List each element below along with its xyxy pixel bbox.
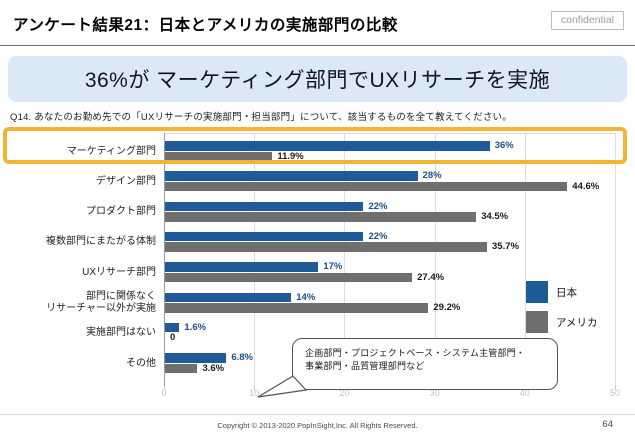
bar-アメリカ-0 bbox=[165, 151, 273, 161]
bar-アメリカ-7 bbox=[165, 363, 198, 374]
bar-value-label: 35.7% bbox=[492, 241, 519, 253]
category-label-line: デザイン部門 bbox=[96, 175, 156, 187]
legend-swatch-日本 bbox=[526, 281, 548, 303]
bar-value-label: 14% bbox=[296, 291, 316, 303]
bar-value-label: 22% bbox=[368, 200, 388, 212]
callout-bubble: 企画部門・プロジェクトベース・システム主管部門・ 事業部門・品質管理部門など bbox=[257, 338, 558, 398]
axis-tick-label-30: 30 bbox=[429, 388, 440, 398]
legend-label-日本: 日本 bbox=[556, 287, 577, 299]
bar-日本-4 bbox=[165, 262, 319, 272]
headline-banner: 36%が マーケティング部門でUXリサーチを実施 bbox=[8, 56, 627, 102]
bar-value-label: 34.5% bbox=[481, 211, 509, 223]
category-label: マーケティング部門 bbox=[0, 136, 156, 167]
bar-value-label: 3.6% bbox=[202, 362, 225, 374]
gridline-20 bbox=[344, 133, 346, 386]
footer-divider bbox=[0, 414, 635, 415]
bar-value-label: 28% bbox=[422, 170, 442, 182]
bar-value-label: 29.2% bbox=[433, 302, 461, 313]
bar-日本-3 bbox=[165, 231, 364, 242]
axis-tick-label-40: 40 bbox=[519, 388, 530, 398]
gridline-40 bbox=[524, 133, 526, 386]
category-label: 複数部門にまたがる体制 bbox=[0, 227, 156, 258]
bar-日本-2 bbox=[165, 201, 364, 212]
bar-chart: 企画部門・プロジェクトベース・システム主管部門・ 事業部門・品質管理部門など 0… bbox=[0, 127, 635, 400]
legend-swatch-アメリカ bbox=[526, 311, 548, 333]
category-label-line: 複数部門にまたがる体制 bbox=[46, 236, 156, 248]
bar-value-label: 11.9% bbox=[277, 150, 304, 162]
callout-tail-icon bbox=[257, 375, 307, 398]
category-label-line: その他 bbox=[126, 357, 156, 369]
bar-アメリカ-4 bbox=[165, 272, 413, 283]
axis-tick-label-0: 0 bbox=[161, 388, 167, 398]
page-number: 64 bbox=[602, 419, 613, 430]
bar-value-label: 36% bbox=[494, 140, 514, 151]
title-underline bbox=[0, 45, 635, 46]
bar-アメリカ-5 bbox=[165, 303, 429, 313]
bar-アメリカ-3 bbox=[165, 242, 487, 252]
category-label: UXリサーチ部門 bbox=[0, 257, 156, 288]
bar-value-label: 6.8% bbox=[231, 352, 253, 364]
bar-value-label: 0 bbox=[170, 332, 176, 344]
axis-tick-50 bbox=[615, 386, 616, 390]
bar-日本-7 bbox=[165, 353, 227, 363]
category-label-line: 実施部門はない bbox=[86, 327, 156, 339]
category-label-line: UXリサーチ部門 bbox=[82, 266, 156, 278]
headline-text: 36%が マーケティング部門でUXリサーチを実施 bbox=[84, 69, 551, 92]
callout-line1: 企画部門・プロジェクトベース・システム主管部門・ bbox=[305, 348, 526, 358]
page-title: アンケート結果21：日本とアメリカの実施部門の比較 bbox=[13, 17, 398, 34]
category-label-line: プロダクト部門 bbox=[86, 206, 156, 218]
confidential-badge: confidential bbox=[550, 11, 624, 30]
legend-label-アメリカ: アメリカ bbox=[556, 317, 598, 329]
category-label: 実施部門はない bbox=[0, 318, 156, 349]
bar-value-label: 1.6% bbox=[184, 321, 207, 333]
bar-value-label: 17% bbox=[323, 261, 343, 273]
axis-tick-label-20: 20 bbox=[339, 388, 350, 398]
y-axis-line bbox=[164, 133, 165, 386]
category-label-line: マーケティング部門 bbox=[66, 145, 156, 157]
axis-tick-label-50: 50 bbox=[609, 388, 620, 398]
gridline-10 bbox=[254, 133, 256, 386]
bar-アメリカ-1 bbox=[165, 181, 568, 192]
callout-line2: 事業部門・品質管理部門など bbox=[305, 361, 425, 371]
category-label: 部門に関係なく リサーチャー以外が実施 bbox=[0, 288, 156, 319]
bar-日本-0 bbox=[165, 141, 490, 151]
bar-value-label: 44.6% bbox=[572, 180, 600, 192]
highlight-box bbox=[3, 127, 627, 164]
copyright-text: Copyright © 2013-2020 PopInSight,Inc. Al… bbox=[217, 421, 418, 430]
bar-日本-1 bbox=[165, 171, 418, 181]
bar-日本-5 bbox=[165, 292, 292, 302]
axis-tick-label-10: 10 bbox=[249, 388, 260, 398]
category-label: デザイン部門 bbox=[0, 166, 156, 197]
plot-top-border bbox=[164, 133, 615, 134]
question-text: Q14. あなたのお勤め先での「UXリサーチの実施部門・担当部門」について、該当… bbox=[10, 112, 512, 123]
gridline-30 bbox=[434, 133, 436, 386]
category-label-line: 部門に関係なく bbox=[86, 291, 156, 302]
bar-value-label: 27.4% bbox=[417, 271, 445, 283]
axis-tick-10 bbox=[254, 386, 256, 390]
bar-value-label: 22% bbox=[368, 230, 388, 242]
axis-tick-0 bbox=[164, 386, 165, 390]
gridline-50 bbox=[615, 133, 616, 386]
category-label-line: リサーチャー以外が実施 bbox=[46, 303, 156, 314]
category-label: その他 bbox=[0, 348, 156, 379]
category-label: プロダクト部門 bbox=[0, 197, 156, 228]
bar-日本-6 bbox=[165, 322, 180, 333]
bar-アメリカ-2 bbox=[165, 212, 477, 222]
